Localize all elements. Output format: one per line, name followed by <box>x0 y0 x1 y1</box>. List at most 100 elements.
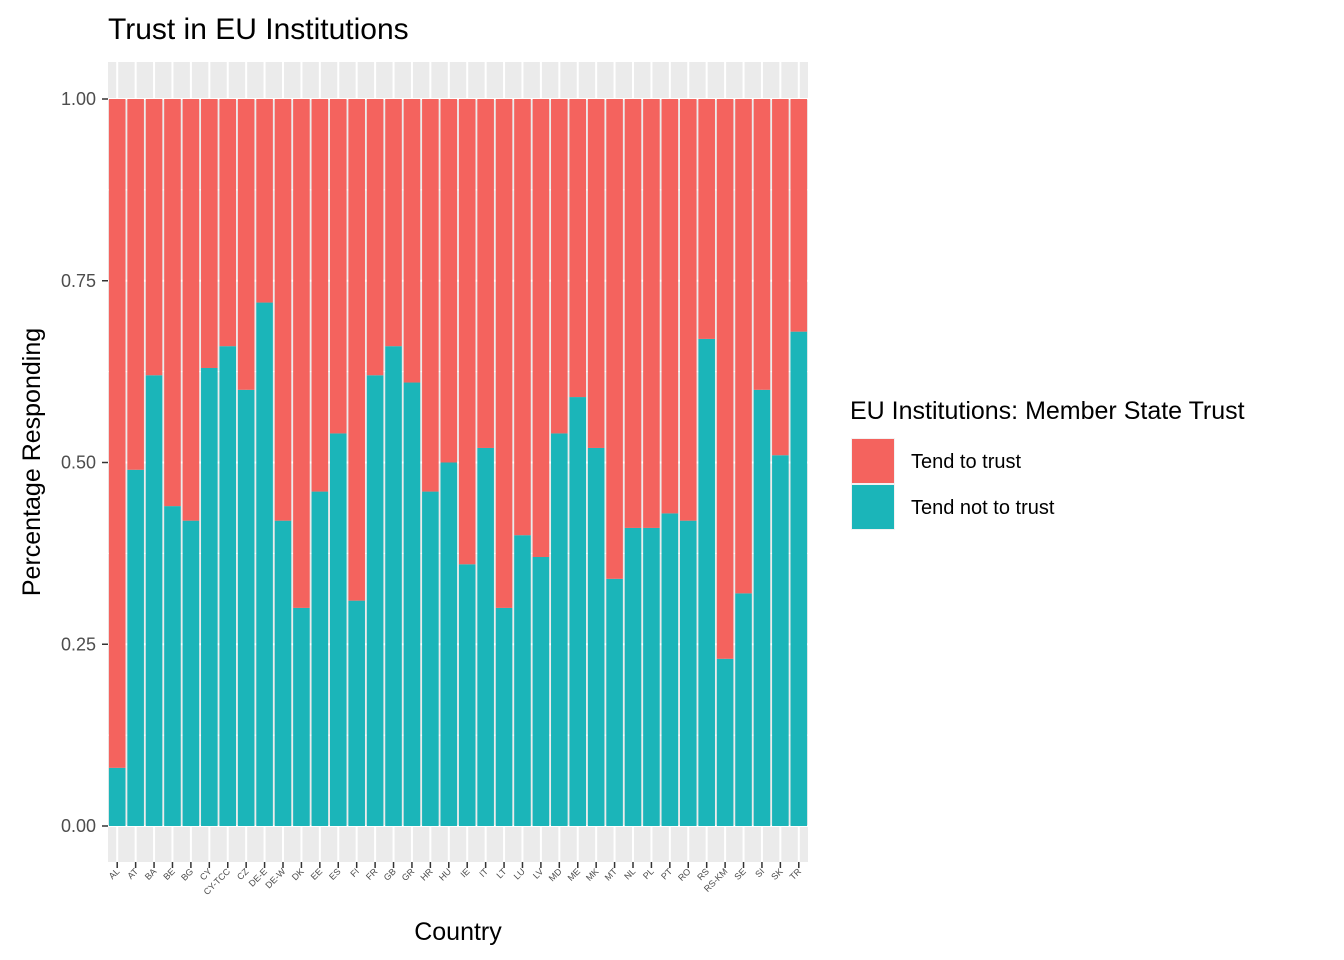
bar-segment <box>366 375 384 826</box>
x-tick-label: LT <box>494 866 508 880</box>
bar-segment <box>256 99 273 303</box>
bar-segment <box>293 607 310 826</box>
x-tick-label: MK <box>584 866 601 883</box>
bar-segment <box>772 455 789 826</box>
x-tick-label: MT <box>603 866 620 883</box>
bar-segment <box>182 520 200 826</box>
bar-segment <box>164 506 181 826</box>
x-tick-label: DK <box>290 866 306 882</box>
bar-segment <box>551 99 568 434</box>
bar-segment <box>108 99 126 768</box>
bar-segment <box>532 99 550 558</box>
x-tick-label: ES <box>327 866 343 882</box>
x-tick-label: IE <box>459 866 472 879</box>
x-tick-label: SI <box>753 866 766 879</box>
bar-segment <box>790 99 808 332</box>
bar-segment <box>735 593 752 826</box>
bar-segment <box>587 99 605 448</box>
bar-segment <box>201 99 218 368</box>
bar-segment <box>532 557 550 826</box>
bar-segment <box>385 346 402 826</box>
x-tick-label: EE <box>309 866 325 882</box>
bar-segment <box>698 338 715 826</box>
bar-segment <box>606 99 623 579</box>
bar-segment <box>237 99 255 390</box>
bar-segment <box>127 469 144 826</box>
bar-segment <box>145 99 163 376</box>
bar-segment <box>606 578 623 826</box>
legend-entries: Tend to trust Tend not to trust <box>851 438 1055 530</box>
bar-segment <box>679 99 697 521</box>
bar-segment <box>108 767 126 826</box>
bar-segment <box>698 99 715 339</box>
bar-segment <box>495 607 513 826</box>
bar-segment <box>293 99 310 608</box>
legend-swatch <box>852 439 894 483</box>
bar-segment <box>790 331 808 826</box>
x-tick-label: NL <box>622 866 637 881</box>
bar-segment <box>477 99 494 448</box>
bar-segment <box>643 99 660 528</box>
bar-segment <box>587 447 605 826</box>
x-tick-label: TR <box>788 866 804 882</box>
x-tick-label: BG <box>179 866 195 882</box>
x-tick-label: HR <box>419 866 436 883</box>
y-axis: 0.00 0.25 0.50 0.75 1.00 <box>61 89 108 836</box>
x-tick-label: HU <box>437 866 453 882</box>
bar-segment <box>569 99 587 398</box>
y-axis-title: Percentage Responding <box>18 328 46 596</box>
legend-title: EU Institutions: Member State Trust <box>850 397 1245 425</box>
x-tick-label: BA <box>143 866 159 882</box>
x-tick-label: RO <box>676 866 693 883</box>
bar-segment <box>348 600 365 826</box>
bar-segment <box>311 99 329 492</box>
bar-segment <box>643 527 660 826</box>
bar-segment <box>422 99 439 492</box>
x-axis-title: Country <box>414 918 502 946</box>
x-tick-label: PL <box>641 866 656 881</box>
x-tick-label: GB <box>382 866 398 882</box>
bar-segment <box>661 99 679 514</box>
legend-swatch <box>852 485 894 529</box>
chart-title: Trust in EU Institutions <box>108 13 409 46</box>
y-tick-label: 0.25 <box>61 634 96 654</box>
bar-segment <box>514 535 531 826</box>
bar-segment <box>385 99 402 347</box>
bar-segment <box>403 382 421 826</box>
bar-segment <box>366 99 384 376</box>
x-tick-label: AL <box>107 866 122 881</box>
x-tick-label: SE <box>732 866 748 882</box>
bar-segment <box>440 462 458 826</box>
bar-segment <box>219 346 237 826</box>
x-tick-label: PT <box>659 866 675 882</box>
bar-segment <box>716 658 734 826</box>
bar-segment <box>477 447 494 826</box>
bar-segment <box>569 397 587 826</box>
bar-segment <box>164 99 181 507</box>
y-tick-label: 1.00 <box>61 89 96 109</box>
bar-segment <box>329 99 347 434</box>
bar-segment <box>403 99 421 383</box>
y-tick-label: 0.50 <box>61 453 96 473</box>
bar-segment <box>274 99 292 521</box>
bar-segment <box>753 389 771 826</box>
bar-segment <box>219 99 237 347</box>
x-tick-label: FI <box>348 866 361 879</box>
bar-segment <box>514 99 531 536</box>
bar-segment <box>440 99 458 463</box>
bar-segment <box>772 99 789 456</box>
y-tick-label: 0.75 <box>61 271 96 291</box>
x-tick-label: ME <box>566 866 583 883</box>
bar-segment <box>495 99 513 608</box>
bar-segment <box>458 564 476 826</box>
bar-segment <box>237 389 255 826</box>
legend-label: Tend to trust <box>911 451 1022 473</box>
bar-segment <box>422 491 439 826</box>
bar-segment <box>348 99 365 601</box>
x-tick-label: FR <box>364 866 380 882</box>
legend-label: Tend not to trust <box>911 497 1055 519</box>
bar-segment <box>716 99 734 659</box>
bars <box>108 99 808 826</box>
